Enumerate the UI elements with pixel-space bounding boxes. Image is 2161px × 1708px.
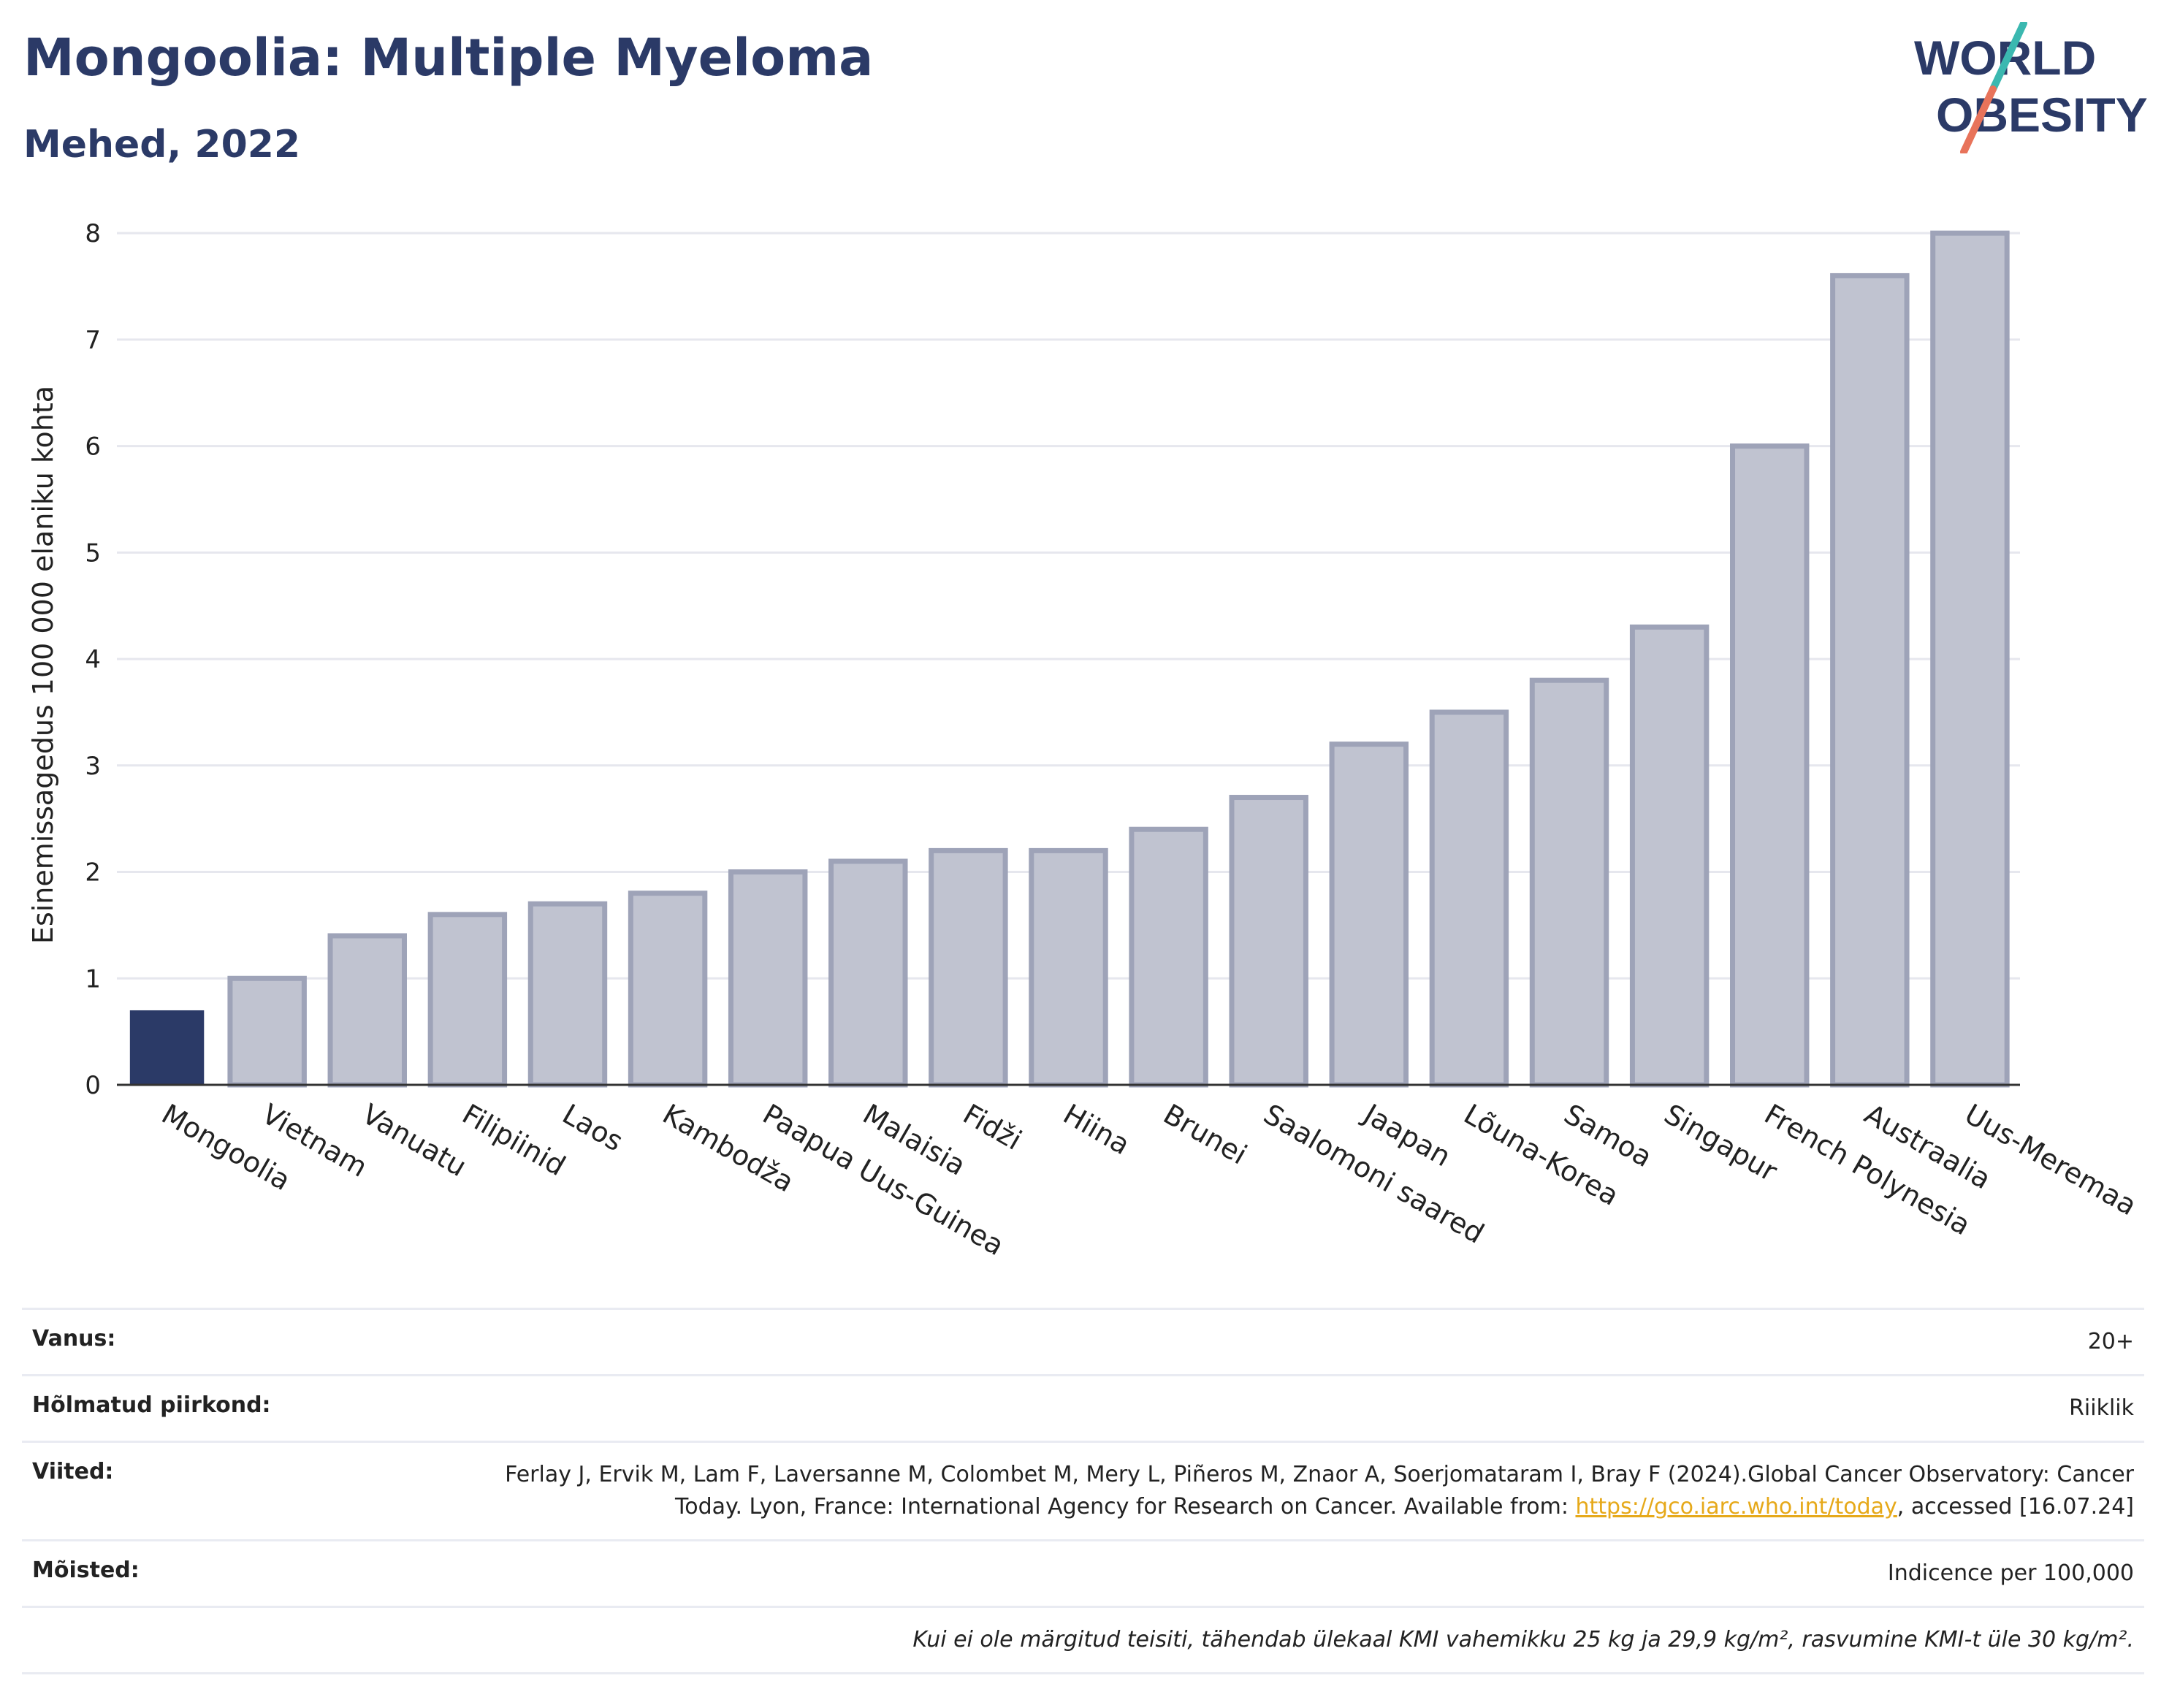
y-tick-label: 2 <box>85 858 101 888</box>
x-tick-label: Brunei <box>1158 1098 1252 1171</box>
info-row-coverage: Hõlmatud piirkond: Riiklik <box>22 1374 2144 1441</box>
bar-saalomoni-saared <box>1229 795 1308 1088</box>
age-label: Vanus: <box>32 1326 116 1351</box>
y-axis-label: Esinemissagedus 100 000 elaniku kohta <box>27 386 59 944</box>
page-title: Mongoolia: Multiple Myeloma <box>23 28 874 88</box>
bar-vietnam <box>227 975 307 1088</box>
info-row-references: Viited: Ferlay J, Ervik M, Lam F, Lavers… <box>22 1441 2144 1539</box>
bar-filipiinid <box>427 912 508 1088</box>
info-row-footnote: Kui ei ole märgitud teisiti, tähendab ül… <box>22 1606 2144 1674</box>
page-subtitle: Mehed, 2022 <box>23 123 301 167</box>
y-tick-label: 8 <box>85 219 101 248</box>
bar-uus-meremaa <box>1930 230 2010 1088</box>
bar-malaisia <box>828 858 908 1088</box>
x-tick-label: Hiina <box>1058 1098 1135 1162</box>
y-tick-label: 4 <box>85 645 101 674</box>
bar-singapur <box>1629 624 1710 1088</box>
bar-vanuatu <box>327 933 407 1088</box>
bar-lõuna-korea <box>1429 709 1509 1088</box>
coverage-label: Hõlmatud piirkond: <box>32 1392 271 1418</box>
y-tick-label: 1 <box>85 964 101 994</box>
bar-kambodža <box>628 891 708 1088</box>
bar-fidži <box>929 847 1008 1088</box>
x-tick-label: Fidži <box>958 1098 1027 1156</box>
definitions-value: Indicence per 100,000 <box>1887 1560 2134 1586</box>
logo-slash-top <box>1989 22 2027 93</box>
x-tick-label: Uus-Meremaa <box>1959 1098 2142 1222</box>
references-tail: , accessed [16.07.24] <box>1897 1494 2134 1520</box>
y-tick-label: 5 <box>85 538 101 568</box>
info-table: Vanus: 20+ Hõlmatud piirkond: Riiklik Vi… <box>22 1308 2144 1674</box>
x-tick-label: Filipiinid <box>457 1098 571 1182</box>
references-text: Ferlay J, Ervik M, Lam F, Laversanne M, … <box>505 1462 2134 1520</box>
bar-jaapan <box>1329 741 1409 1088</box>
bars <box>129 230 2010 1088</box>
definitions-label: Mõisted: <box>32 1558 140 1583</box>
y-tick-label: 3 <box>85 752 101 781</box>
age-value: 20+ <box>2087 1329 2134 1354</box>
y-tick-label: 0 <box>85 1071 101 1100</box>
logo-slash-bottom <box>1960 85 1997 153</box>
references-link[interactable]: https://gco.iarc.who.int/today <box>1575 1494 1897 1520</box>
references-label: Viited: <box>32 1459 114 1484</box>
bar-mongoolia <box>129 1010 205 1085</box>
info-row-age: Vanus: 20+ <box>22 1308 2144 1374</box>
footnote: Kui ei ole märgitud teisiti, tähendab ül… <box>912 1627 2134 1652</box>
info-row-definitions: Mõisted: Indicence per 100,000 <box>22 1539 2144 1606</box>
y-tick-label: 6 <box>85 432 101 462</box>
y-tick-label: 7 <box>85 326 101 355</box>
bar-brunei <box>1129 826 1208 1088</box>
world-obesity-logo: WORLD OBESITY <box>1914 22 2148 153</box>
bar-samoa <box>1529 677 1609 1088</box>
bar-laos <box>527 901 608 1088</box>
bar-paapua-uus-guinea <box>728 869 808 1088</box>
x-tick-label: Laos <box>557 1098 628 1158</box>
bar-austraalia <box>1830 272 1910 1088</box>
y-tick-labels: 0 1 2 3 4 5 6 7 8 <box>85 219 101 1100</box>
coverage-value: Riiklik <box>2069 1395 2134 1421</box>
x-tick-label: Singapur <box>1659 1098 1783 1188</box>
bar-french-polynesia <box>1730 443 1810 1088</box>
references-value: Ferlay J, Ervik M, Lam F, Laversanne M, … <box>454 1459 2134 1523</box>
bar-hiina <box>1029 847 1108 1088</box>
x-tick-label: Vanuatu <box>357 1098 472 1183</box>
bar-chart: 0 1 2 3 4 5 6 7 8 MongooliaVietnamVanuatuFilipii… <box>27 219 2142 1262</box>
